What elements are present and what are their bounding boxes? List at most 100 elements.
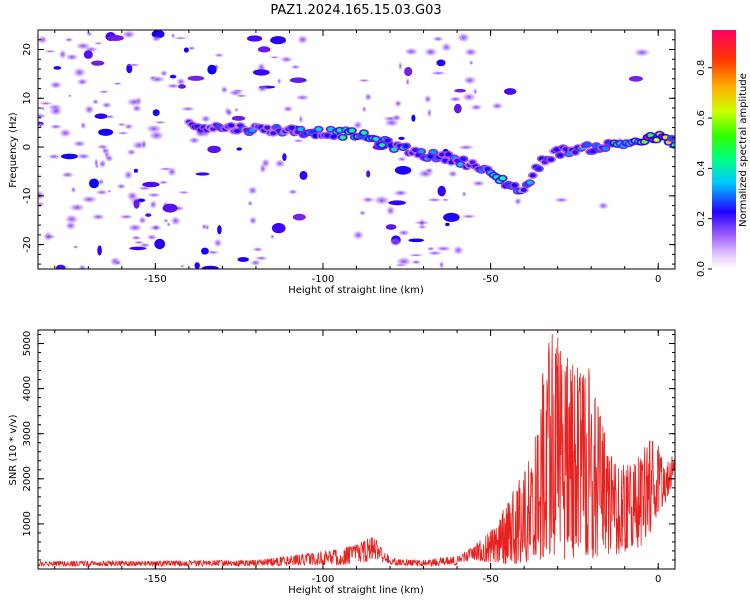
noise-cell [118, 214, 135, 220]
noise-cell [201, 265, 219, 269]
colorbar-tick-label: 0.6 [696, 110, 707, 126]
noise-cell [628, 75, 643, 82]
spectrogram-x-label: Height of straight line (km) [288, 285, 424, 296]
noise-cell [64, 37, 74, 43]
noise-cell [461, 190, 467, 198]
noise-cell [48, 124, 63, 130]
noise-cell [98, 159, 107, 169]
y-tick-label: 20 [22, 43, 33, 56]
colorbar: 0.0 0.2 0.4 0.6 0.8 Normalized spectral ampl… [696, 30, 749, 277]
noise-cell [138, 215, 147, 225]
noise-cell [463, 47, 479, 57]
noise-cell [98, 128, 114, 136]
noise-cell [597, 201, 610, 210]
colorbar-label: Normalized spectral amplitude [738, 73, 749, 227]
noise-cell [268, 55, 281, 60]
signal-cell [385, 138, 391, 143]
noise-cell [140, 139, 147, 150]
noise-cell [64, 53, 80, 61]
noise-cell [85, 31, 93, 37]
noise-cell [80, 195, 98, 204]
noise-cell [58, 128, 73, 138]
signal-cell [403, 144, 410, 148]
noise-cell [83, 50, 93, 59]
noise-cell [231, 115, 246, 121]
x-tick-label: -150 [144, 574, 167, 585]
noise-cell [123, 169, 134, 181]
colorbar-ticks: 0.0 0.2 0.4 0.6 0.8 [696, 60, 712, 277]
noise-cell [142, 181, 160, 188]
noise-cell [236, 147, 242, 151]
y-tick-label: -10 [22, 188, 33, 204]
noise-cell [38, 35, 49, 45]
noise-cell [234, 107, 239, 113]
colorbar-tick-label: 0.0 [696, 261, 707, 277]
noise-cell [270, 36, 286, 45]
noise-cell [187, 75, 205, 81]
noise-cell [440, 42, 453, 53]
x-tick-label: -150 [144, 274, 167, 285]
noise-cell [410, 259, 422, 265]
noise-cell [133, 168, 138, 173]
noise-cell [72, 245, 79, 249]
noise-cell [137, 198, 146, 202]
noise-cell [423, 94, 432, 104]
snr-panel: -150 -100 -50 0 1000 2000 3000 4000 5000 Height … [8, 329, 676, 596]
snr-y-label: SNR (10 * v/v) [8, 414, 19, 485]
signal-cell [430, 150, 437, 155]
noise-cell [70, 186, 77, 194]
noise-cell [411, 114, 416, 122]
noise-cell [148, 199, 158, 210]
noise-cell [407, 253, 425, 257]
noise-cell [436, 59, 446, 67]
noise-cell [175, 77, 187, 86]
noise-cell [48, 106, 64, 117]
noise-cell [292, 138, 305, 143]
noise-cell [394, 165, 412, 175]
signal-cell [602, 146, 609, 151]
x-tick-label: 0 [655, 274, 661, 285]
noise-cell [249, 259, 262, 267]
noise-cell [454, 88, 466, 93]
snr-frame [37, 329, 676, 570]
noise-cell [460, 214, 478, 219]
noise-cell [403, 47, 419, 56]
noise-cell [396, 156, 407, 162]
noise-cell [39, 106, 46, 111]
noise-cell [153, 120, 168, 124]
noise-cell [187, 45, 197, 51]
signal-cell [671, 143, 675, 148]
noise-cell [64, 221, 77, 231]
noise-cell [121, 30, 137, 39]
noise-cell [38, 201, 45, 208]
signal-cell [228, 123, 235, 128]
noise-cell [405, 77, 410, 87]
noise-cell [152, 109, 160, 117]
noise-cell [388, 200, 407, 206]
noise-cell [165, 83, 181, 89]
noise-cell [372, 195, 391, 206]
noise-cell [432, 35, 444, 42]
signal-cell [339, 135, 346, 140]
noise-cell [237, 257, 249, 262]
noise-cell [97, 178, 105, 186]
noise-cell [43, 49, 58, 54]
noise-cell [38, 101, 54, 106]
noise-cell [225, 108, 233, 117]
noise-cell [201, 223, 208, 231]
noise-cell [252, 69, 270, 76]
signal-cell [520, 187, 527, 192]
signal-cell [572, 150, 579, 155]
noise-cell [97, 90, 110, 94]
noise-cell [48, 80, 63, 90]
signal-cell [348, 128, 355, 133]
noise-cell [83, 104, 95, 115]
noise-cell [292, 213, 306, 221]
signal-cell [391, 147, 397, 152]
noise-cell [158, 180, 169, 185]
noise-cell [392, 189, 409, 197]
noise-cell [448, 96, 463, 103]
noise-cell [91, 98, 100, 105]
noise-cell [260, 157, 271, 169]
noise-cell [457, 144, 475, 151]
